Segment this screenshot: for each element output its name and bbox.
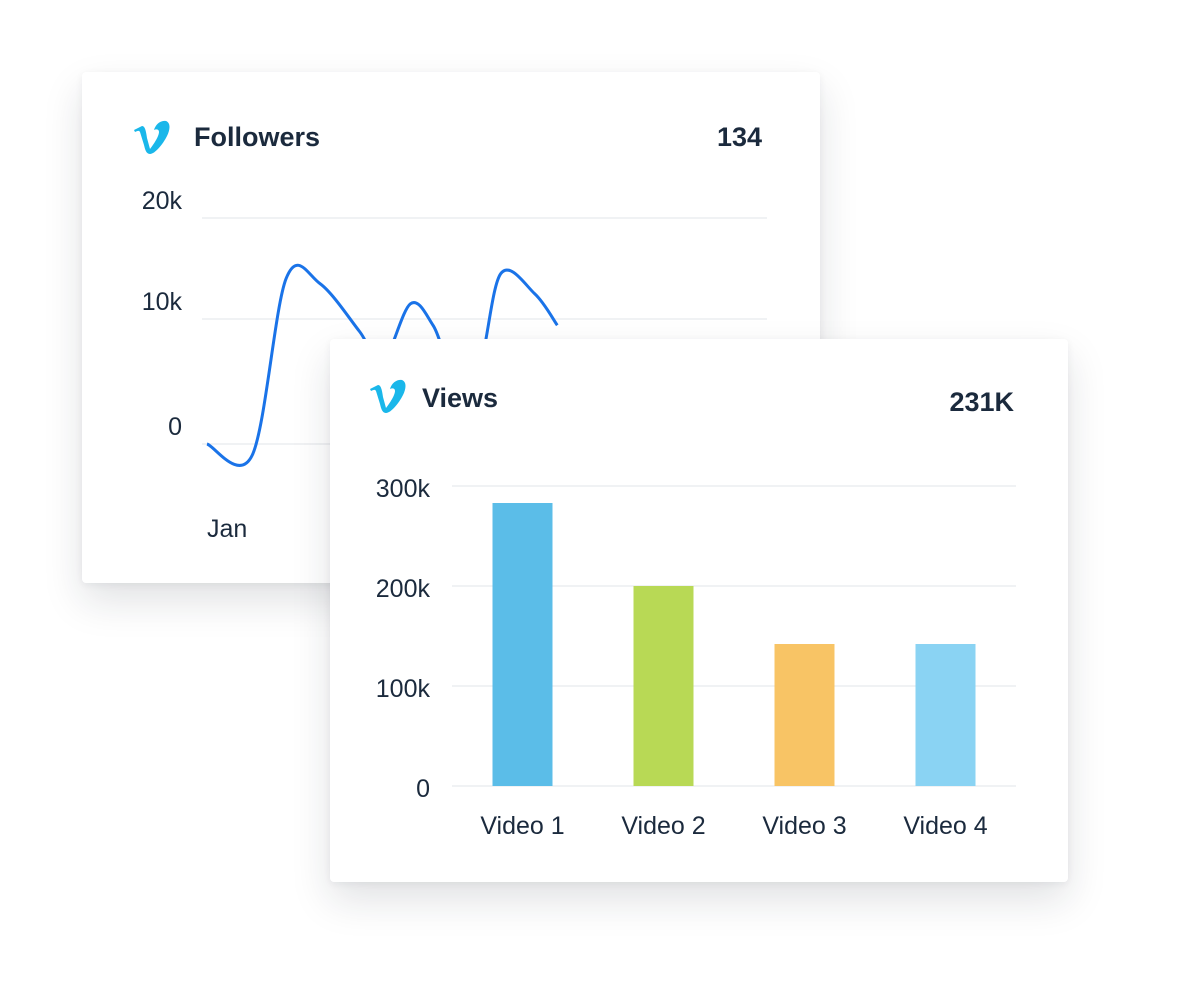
x-tick-label: Video 2 — [621, 812, 705, 840]
bar-video-1 — [492, 503, 553, 786]
x-tick-label: Video 1 — [480, 812, 564, 840]
y-tick-label: 0 — [168, 413, 182, 441]
x-tick-label: Video 3 — [762, 812, 846, 840]
views-card: Views 231K 0 100k 200k 300k Video 1 Video 2 Vi… — [330, 339, 1068, 882]
followers-series-line — [206, 263, 559, 467]
followers-line-chart: 0 10k 20k Jan — [142, 187, 767, 543]
x-tick-label: Video 4 — [903, 812, 987, 840]
bar-video-4 — [915, 644, 976, 786]
y-tick-label: 0 — [416, 775, 430, 803]
y-tick-label: 10k — [142, 288, 183, 316]
x-tick-label: Jan — [207, 515, 247, 543]
vimeo-icon — [370, 379, 406, 413]
y-tick-label: 100k — [376, 675, 431, 703]
followers-title: Followers — [194, 122, 321, 152]
y-tick-label: 20k — [142, 187, 183, 215]
views-title: Views — [422, 383, 499, 413]
views-bar-chart: 0 100k 200k 300k Video 1 Video 2 Video 3 Video … — [376, 475, 1016, 840]
views-value: 231K — [949, 387, 1014, 417]
bar-video-3 — [774, 644, 835, 786]
followers-value: 134 — [716, 122, 762, 152]
y-tick-label: 300k — [376, 475, 431, 503]
y-tick-label: 200k — [376, 575, 431, 603]
bar-video-2 — [633, 586, 694, 786]
vimeo-icon — [134, 120, 170, 154]
